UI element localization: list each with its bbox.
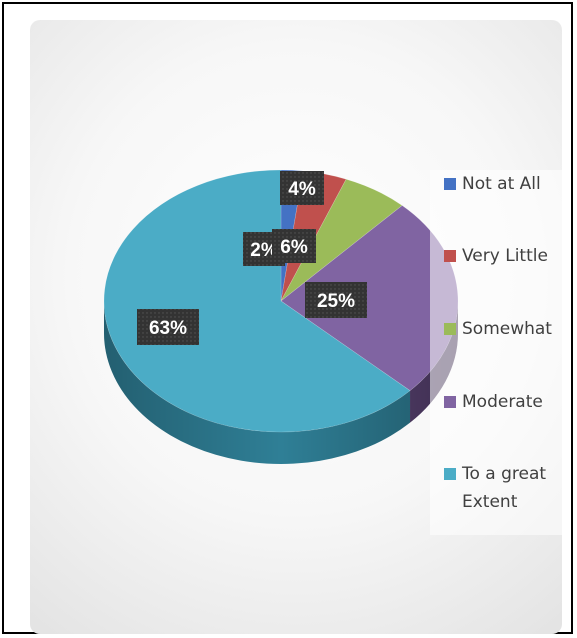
data-label-text: 4% <box>288 179 316 200</box>
legend-item-somewhat: Somewhat <box>444 315 562 343</box>
legend-swatch <box>444 178 456 190</box>
legend-label: Moderate <box>462 392 543 412</box>
data-label-text: 63% <box>149 318 187 339</box>
legend-item-moderate: Moderate <box>444 388 562 416</box>
data-label-box <box>280 171 324 205</box>
legend-item-to-a-great-extent: To a great Extent <box>444 460 562 516</box>
pie-sides <box>104 301 458 464</box>
chart-area: 2% 4% 6% 25% 63% Not at All Very Little Some… <box>30 20 562 634</box>
legend-swatch <box>444 468 456 480</box>
data-label-box <box>137 309 199 345</box>
legend-item-not-at-all: Not at All <box>444 170 562 198</box>
legend-label: To a great Extent <box>462 464 547 512</box>
data-label-text: 2% <box>250 240 278 261</box>
legend-swatch <box>444 250 456 262</box>
pie-slice-to-a-great-extent <box>103 169 411 433</box>
legend-label: Very Little <box>462 246 548 266</box>
pie-chart: 2% 4% 6% 25% 63% <box>103 169 459 464</box>
data-label-to-a-great-extent: 63% <box>137 309 199 345</box>
data-label-very-little: 4% <box>280 171 324 205</box>
pie-tops <box>103 169 459 433</box>
legend-swatch <box>444 323 456 335</box>
pie-slice-somewhat <box>280 178 403 302</box>
data-label-box <box>272 229 316 263</box>
data-label-box <box>305 282 367 318</box>
legend-item-very-little: Very Little <box>444 242 562 270</box>
data-label-moderate: 25% <box>305 282 367 318</box>
data-label-text: 25% <box>317 291 355 312</box>
pie-labels: 2% 4% 6% 25% 63% <box>137 171 367 345</box>
legend-label: Not at All <box>462 174 541 194</box>
legend: Not at All Very Little Somewhat Moderate… <box>430 170 562 535</box>
data-label-somewhat: 6% <box>272 229 316 263</box>
legend-label: Somewhat <box>462 319 552 339</box>
pie-side-shading <box>104 301 458 464</box>
data-label-text: 6% <box>280 237 308 258</box>
legend-swatch <box>444 396 456 408</box>
